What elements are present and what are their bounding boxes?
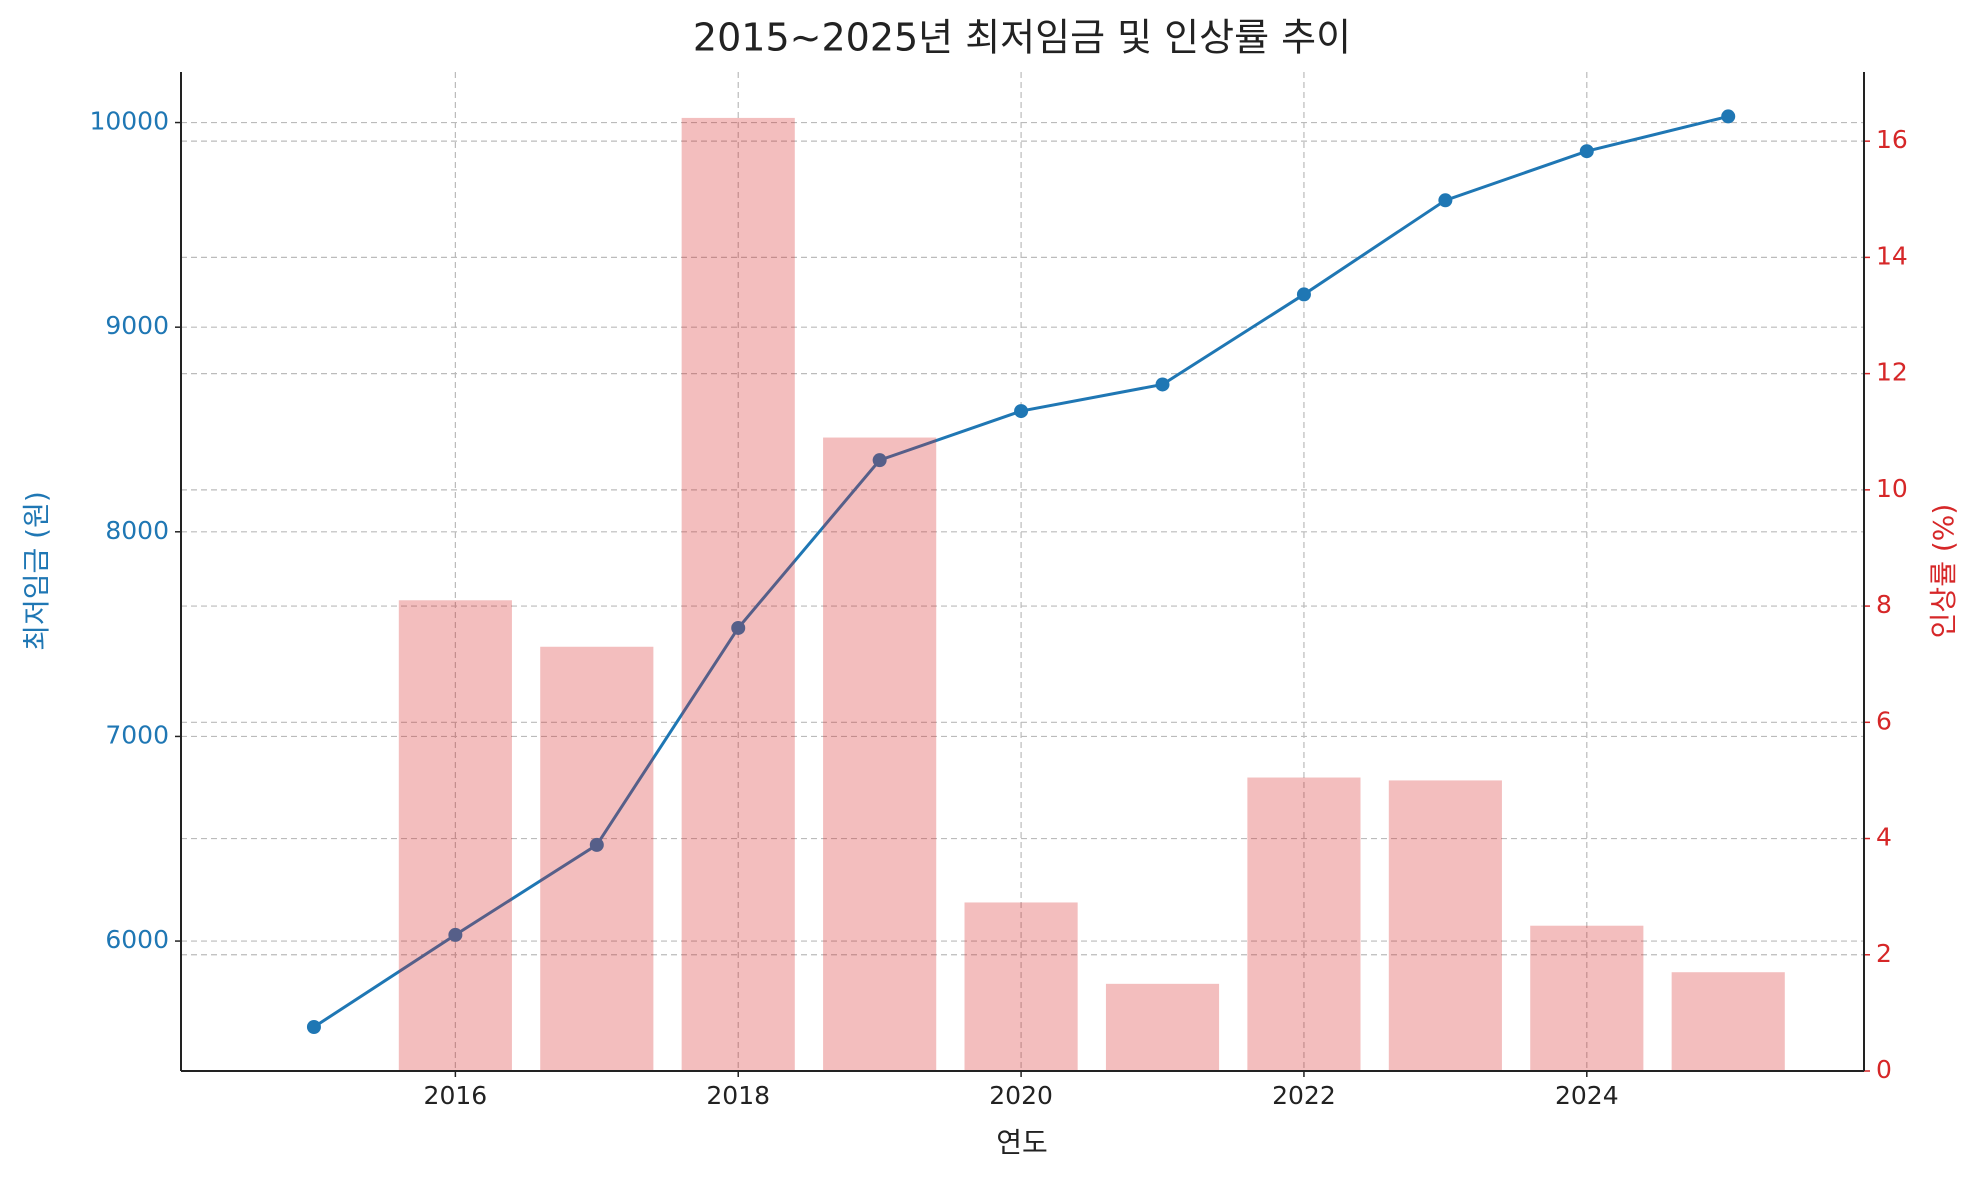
x-axis-label: 연도 (996, 1126, 1048, 1159)
bar (1247, 777, 1361, 1071)
y-tick-label: 6000 (105, 925, 169, 954)
y2-tick-label: 2 (1876, 939, 1892, 968)
bar (1671, 972, 1785, 1071)
y2-tick-label: 4 (1876, 823, 1892, 852)
y2-tick-label: 8 (1876, 590, 1892, 619)
y-tick-label: 10000 (89, 107, 169, 136)
point (306, 1020, 321, 1035)
y-tick-label: 8000 (105, 516, 169, 545)
point (1438, 193, 1453, 208)
point (872, 453, 887, 468)
bar (540, 646, 654, 1071)
bar (823, 437, 937, 1071)
x-tick-label: 2018 (706, 1081, 770, 1110)
bar (1388, 780, 1502, 1071)
y2-tick-label: 0 (1876, 1055, 1892, 1084)
x-tick-label: 2016 (424, 1081, 488, 1110)
point (1155, 377, 1170, 392)
bar (964, 902, 1078, 1071)
point (1014, 404, 1029, 419)
bar (681, 117, 795, 1071)
y2-tick-label: 10 (1876, 474, 1908, 503)
y2-tick-label: 14 (1876, 241, 1908, 270)
bar (398, 600, 512, 1071)
x-tick-label: 2020 (989, 1081, 1053, 1110)
x-tick-label: 2022 (1272, 1081, 1336, 1110)
point (731, 620, 746, 635)
bar (1530, 925, 1644, 1071)
y2-tick-label: 12 (1876, 358, 1908, 387)
chart-title: 2015~2025년 최저임금 및 인상률 추이 (693, 16, 1351, 60)
y-tick-label: 7000 (105, 720, 169, 749)
point (589, 837, 604, 852)
y-tick-label: 9000 (105, 311, 169, 340)
y2-tick-label: 6 (1876, 706, 1892, 735)
bar (1105, 983, 1220, 1071)
point (1296, 287, 1311, 302)
point (448, 927, 463, 942)
x-tick-label: 2024 (1555, 1081, 1619, 1110)
point (1721, 109, 1736, 124)
y2-tick-label: 16 (1876, 125, 1908, 154)
y2-axis-label: 인상률 (%) (1927, 504, 1960, 639)
y-axis-label: 최저임금 (원) (20, 491, 53, 651)
point (1579, 144, 1594, 159)
